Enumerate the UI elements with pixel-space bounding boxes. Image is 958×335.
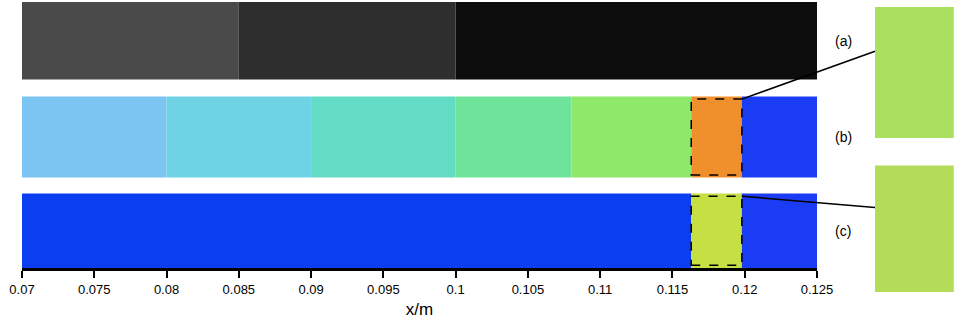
svg-text:0.12: 0.12 [732,282,757,297]
svg-text:(b): (b) [835,129,852,145]
svg-text:0.105: 0.105 [512,282,545,297]
svg-text:0.11: 0.11 [588,282,612,297]
svg-text:0.095: 0.095 [367,282,400,297]
svg-text:0.115: 0.115 [657,282,689,297]
svg-text:(a): (a) [835,33,852,49]
svg-text:0.075: 0.075 [78,282,111,297]
svg-text:0.085: 0.085 [223,282,256,297]
svg-text:(c): (c) [835,223,851,239]
svg-text:x/m: x/m [406,300,433,319]
svg-text:0.07: 0.07 [9,282,34,297]
svg-text:0.125: 0.125 [801,282,834,297]
svg-text:0.09: 0.09 [298,282,323,297]
svg-text:0.1: 0.1 [447,282,465,297]
svg-text:0.08: 0.08 [154,282,179,297]
